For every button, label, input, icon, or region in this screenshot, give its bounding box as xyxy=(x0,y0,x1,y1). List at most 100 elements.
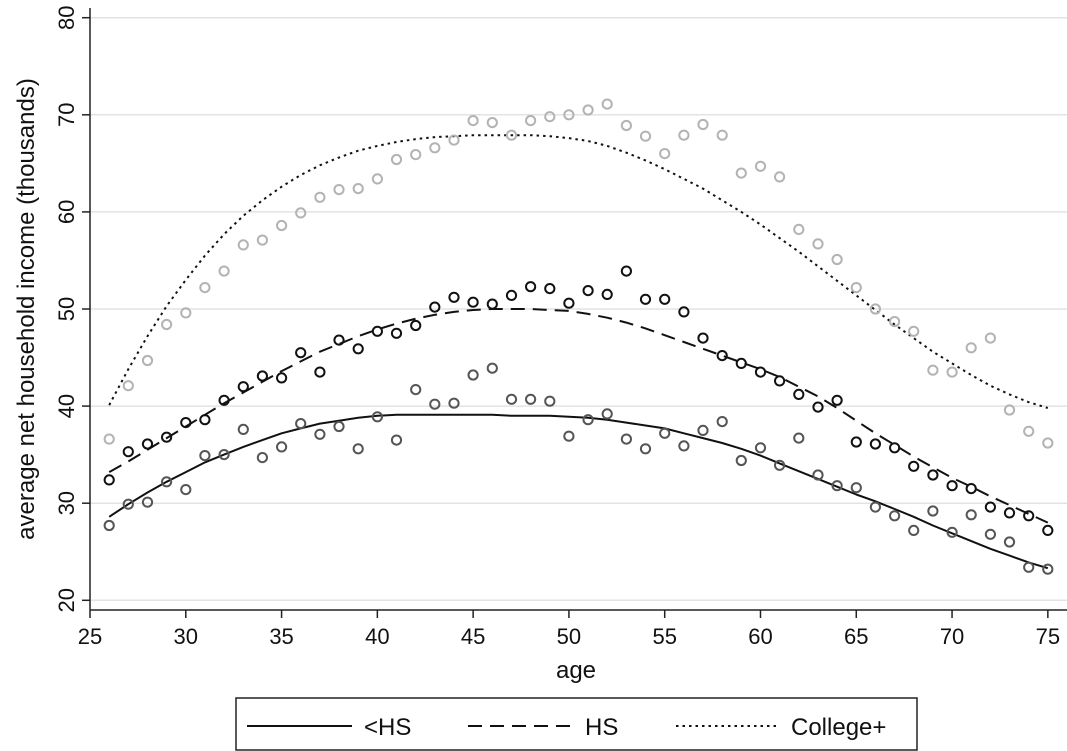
data-point xyxy=(735,357,747,369)
data-point xyxy=(544,395,556,407)
data-point xyxy=(793,223,805,235)
markers-lhs xyxy=(103,362,1054,575)
data-point xyxy=(774,171,786,183)
data-point xyxy=(141,496,154,508)
data-point xyxy=(908,524,920,537)
data-point xyxy=(850,282,862,294)
data-point xyxy=(563,297,575,309)
data-point xyxy=(735,454,747,467)
data-point xyxy=(352,443,364,455)
data-point xyxy=(237,423,249,435)
data-point xyxy=(563,430,575,442)
data-point xyxy=(659,293,671,305)
data-point xyxy=(141,438,154,450)
data-point xyxy=(467,369,479,381)
data-point xyxy=(525,281,537,293)
markers-hs xyxy=(103,265,1054,537)
x-tick-label: 65 xyxy=(844,624,868,649)
data-point xyxy=(544,111,556,123)
data-point xyxy=(812,238,824,250)
data-point xyxy=(218,394,230,406)
y-tick-label: 20 xyxy=(54,588,79,612)
data-point xyxy=(563,109,575,121)
data-point xyxy=(276,372,288,384)
data-point xyxy=(754,366,767,378)
y-tick-label: 30 xyxy=(54,491,79,515)
data-point xyxy=(965,509,977,521)
data-point xyxy=(161,431,173,443)
gridlines xyxy=(90,16,1067,602)
data-point xyxy=(237,239,249,251)
data-point xyxy=(276,441,288,453)
data-point xyxy=(410,384,422,396)
data-point xyxy=(410,319,422,332)
data-point xyxy=(486,362,498,374)
y-tick-label: 50 xyxy=(54,297,79,321)
data-point xyxy=(467,115,479,127)
data-point xyxy=(946,526,958,538)
data-point xyxy=(333,184,345,196)
x-axis-title: age xyxy=(556,657,596,684)
x-tick-label: 55 xyxy=(652,624,676,649)
data-point xyxy=(1042,524,1054,537)
y-tick-label: 70 xyxy=(54,103,79,127)
data-point xyxy=(582,285,594,297)
data-point xyxy=(467,296,479,308)
data-point xyxy=(869,501,882,513)
data-point xyxy=(927,505,939,517)
data-point xyxy=(850,482,862,494)
data-point xyxy=(199,282,211,294)
data-point xyxy=(754,160,767,172)
legend-label-college: College+ xyxy=(791,714,886,741)
data-point xyxy=(314,191,326,203)
data-point xyxy=(1023,425,1035,437)
data-point xyxy=(908,460,920,472)
data-point xyxy=(103,433,115,445)
data-point xyxy=(601,408,613,420)
data-point xyxy=(390,434,403,446)
legend-label-hs: HS xyxy=(585,714,618,741)
y-tick-label: 60 xyxy=(54,200,79,224)
data-point xyxy=(620,433,633,445)
data-point xyxy=(1023,510,1035,522)
data-point xyxy=(371,325,383,337)
data-point xyxy=(161,318,173,331)
data-point xyxy=(505,129,518,141)
data-point xyxy=(984,501,997,513)
data-point xyxy=(831,480,843,492)
data-point xyxy=(314,366,326,378)
data-point xyxy=(429,142,441,154)
data-point xyxy=(908,325,920,337)
legend: <HS HS College+ xyxy=(235,697,918,751)
ticks: 20 30 40 50 60 70 80 25 30 35 40 45 50 55 60 65 70 75 xyxy=(54,5,1060,649)
data-point xyxy=(697,118,709,131)
data-point xyxy=(486,298,498,310)
data-point xyxy=(295,207,307,219)
data-point xyxy=(295,418,307,430)
x-tick-label: 75 xyxy=(1036,624,1060,649)
data-point xyxy=(1042,437,1054,449)
data-point xyxy=(180,417,192,429)
data-point xyxy=(620,265,633,277)
data-point xyxy=(831,253,843,266)
data-point xyxy=(371,173,383,185)
fit-line-lhs xyxy=(108,413,1049,570)
data-point xyxy=(448,397,460,409)
data-point xyxy=(639,293,652,305)
data-point xyxy=(1003,507,1016,519)
data-point xyxy=(889,442,901,454)
data-point xyxy=(1003,536,1016,548)
data-point xyxy=(544,283,556,295)
data-point xyxy=(525,393,537,405)
x-tick-label: 30 xyxy=(174,624,198,649)
legend-label-lhs: <HS xyxy=(364,714,411,741)
markers-college xyxy=(103,98,1054,449)
data-point xyxy=(390,327,403,339)
data-point xyxy=(869,303,882,315)
data-point xyxy=(716,129,728,141)
data-point xyxy=(774,459,786,471)
scatter-markers xyxy=(103,98,1054,575)
data-point xyxy=(850,436,862,448)
